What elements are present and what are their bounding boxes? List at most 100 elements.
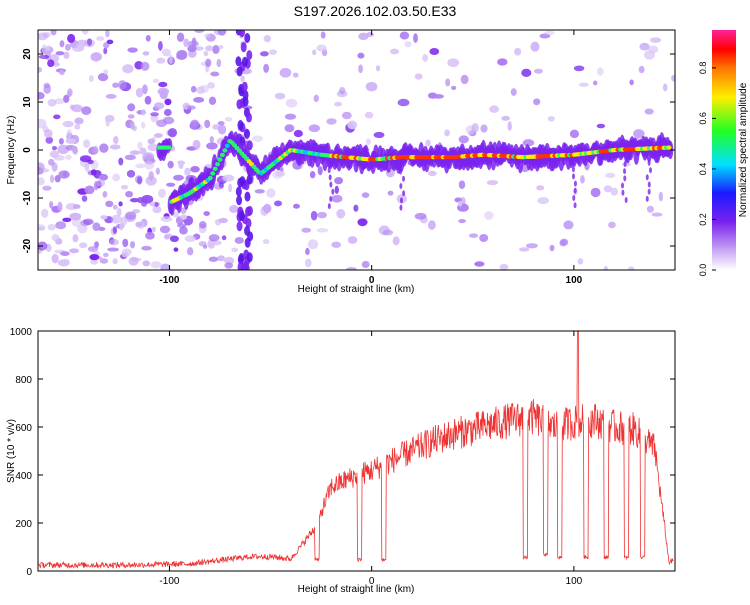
spectrogram-noise-blob xyxy=(489,105,500,113)
spectrogram-noise-blob xyxy=(649,37,662,43)
spectrogram-vertical-streak xyxy=(572,173,576,180)
spectrogram-noise-blob xyxy=(72,204,81,209)
spectrogram-noise-blob xyxy=(307,239,319,250)
spectrogram-noise-blob xyxy=(205,58,212,68)
spectrogram-vertical-streak xyxy=(623,175,627,182)
spectrogram-vertical-streak xyxy=(645,195,649,202)
spectrogram-noise-blob xyxy=(279,67,292,78)
spectrogram-streak xyxy=(242,90,249,101)
spectrogram-noise-blob xyxy=(214,218,222,226)
spectrogram-noise-blob xyxy=(141,245,152,251)
spectrogram-streak xyxy=(241,56,248,67)
spectrogram-noise-blob xyxy=(382,229,394,236)
spectrogram-vertical-streak xyxy=(623,168,627,175)
figure-title: S197.2026.102.03.50.E33 xyxy=(294,3,457,19)
spectrogram-noise-blob xyxy=(112,226,118,234)
spectrogram-noise-blob xyxy=(139,147,147,155)
spectrogram-streak xyxy=(237,120,244,131)
spectrogram-noise-blob xyxy=(203,211,210,216)
spectrogram-noise-blob xyxy=(100,215,108,220)
spectrogram-noise-blob xyxy=(633,129,645,139)
spectrogram-noise-blob xyxy=(187,105,196,110)
spectrogram-noise-blob xyxy=(458,218,466,224)
spectrogram-noise-blob xyxy=(191,37,197,47)
spectrogram-noise-blob xyxy=(217,121,225,126)
spectrogram-noise-blob xyxy=(153,102,165,110)
spectrogram-noise-blob xyxy=(629,79,634,86)
spectrogram-noise-blob xyxy=(135,221,143,228)
spectrogram-noise-blob xyxy=(428,220,436,230)
spectrogram-noise-blob xyxy=(580,175,585,184)
spectrogram-noise-blob xyxy=(262,203,272,214)
spectrogram-noise-blob xyxy=(203,33,211,38)
spectrogram-noise-blob xyxy=(141,108,146,116)
spectrogram-noise-blob xyxy=(122,238,129,248)
spectrogram-noise-blob xyxy=(204,119,211,129)
spectrogram-noise-blob xyxy=(147,143,158,152)
spectrogram-noise-blob xyxy=(334,185,339,194)
spectrogram-noise-blob xyxy=(208,96,217,105)
spectrogram-streak xyxy=(246,50,253,61)
spectrogram-noise-blob xyxy=(217,30,227,36)
spectrogram-noise-blob xyxy=(217,124,227,135)
spectrogram-noise-blob xyxy=(176,223,187,228)
spectrogram-noise-blob xyxy=(53,62,61,67)
colorbar-tick-label: 0.6 xyxy=(698,112,708,125)
spectrogram-noise-blob xyxy=(198,220,207,229)
spectrogram-noise-blob xyxy=(428,170,437,177)
spectrogram-noise-blob xyxy=(163,108,172,117)
spectrogram-noise-blob xyxy=(221,235,227,241)
spectrogram-noise-blob xyxy=(316,228,329,233)
snr-x-label: Height of straight line (km) xyxy=(298,584,415,595)
spectrogram-vertical-streak xyxy=(399,168,403,175)
spectrogram-noise-blob xyxy=(129,120,135,130)
spectrogram-noise-blob xyxy=(90,52,102,62)
colorbar-tick-label: 0.8 xyxy=(698,62,708,75)
spectrogram-noise-blob xyxy=(38,177,45,186)
spectrogram-noise-blob xyxy=(312,49,317,56)
spectrogram-noise-blob xyxy=(105,94,117,99)
spectrogram-noise-blob xyxy=(105,30,110,38)
spectrogram-noise-blob xyxy=(84,162,90,172)
spectrogram-noise-blob xyxy=(285,98,298,108)
spectrogram-noise-blob xyxy=(112,82,119,88)
spectrogram-noise-blob xyxy=(392,236,400,246)
spectrogram-noise-blob xyxy=(317,211,328,219)
spectrogram-noise-blob xyxy=(137,141,143,150)
spectrogram-noise-blob xyxy=(209,136,214,143)
spectrogram-noise-blob xyxy=(107,247,120,252)
spectrogram-noise-blob xyxy=(66,129,72,140)
spectrogram-noise-blob xyxy=(268,49,277,56)
spectrogram-noise-blob xyxy=(109,238,120,246)
spectrogram-noise-blob xyxy=(142,51,150,56)
spectrogram-noise-blob xyxy=(156,57,166,64)
spectrogram-noise-blob xyxy=(49,201,54,209)
spectrogram-noise-blob xyxy=(486,179,499,186)
spectrogram-noise-blob xyxy=(643,50,655,60)
spectrogram-noise-blob xyxy=(364,111,374,119)
spectrogram-noise-blob xyxy=(193,30,205,34)
spectrogram-noise-blob xyxy=(147,138,155,145)
spectrogram-noise-blob xyxy=(164,98,172,106)
spectrogram-noise-blob xyxy=(547,115,555,122)
spectrogram-noise-blob xyxy=(254,189,265,194)
spectrogram-noise-blob xyxy=(593,80,598,86)
spectrogram-noise-blob xyxy=(207,239,216,249)
spectrogram-noise-blob xyxy=(471,123,479,133)
spectrogram-noise-blob xyxy=(646,205,654,213)
spectrogram-noise-blob xyxy=(202,244,208,249)
spectrogram-x-label: Height of straight line (km) xyxy=(298,284,415,295)
spectrogram-noise-blob xyxy=(129,241,136,249)
spectrogram-noise-blob xyxy=(671,74,675,82)
spectrogram-y-tick-label: 10 xyxy=(22,96,33,108)
spectrogram-noise-blob xyxy=(55,51,65,56)
spectrogram-noise-blob xyxy=(218,181,224,189)
spectrogram-noise-blob xyxy=(168,54,173,64)
spectrogram-noise-blob xyxy=(58,137,64,145)
spectrogram-streak xyxy=(246,252,253,263)
spectrogram-noise-blob xyxy=(590,187,601,198)
spectrogram-noise-blob xyxy=(72,234,79,243)
snr-y-tick-label: 1000 xyxy=(10,327,33,338)
